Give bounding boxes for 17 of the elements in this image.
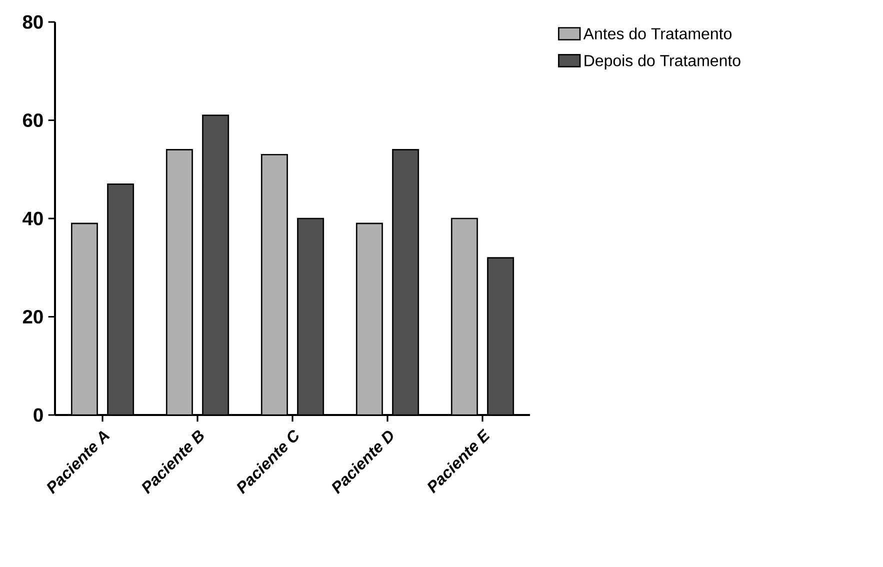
bar	[70, 222, 98, 415]
bar	[297, 218, 324, 415]
y-tick-label: 60	[22, 113, 43, 128]
bar	[392, 149, 420, 415]
bar	[356, 222, 383, 415]
bar	[107, 183, 134, 415]
legend-label: Antes do Tratamento	[583, 28, 732, 40]
bar	[166, 149, 193, 415]
y-tick-label: 20	[22, 310, 43, 324]
y-tick-label: 0	[34, 408, 43, 422]
bar	[450, 218, 478, 415]
y-tick-label: 80	[22, 15, 43, 29]
bar	[260, 154, 288, 415]
bar	[487, 257, 514, 415]
legend-label: Depois do Tratamento	[584, 54, 740, 70]
bar	[202, 114, 230, 415]
y-tick-label: 40	[22, 212, 43, 226]
